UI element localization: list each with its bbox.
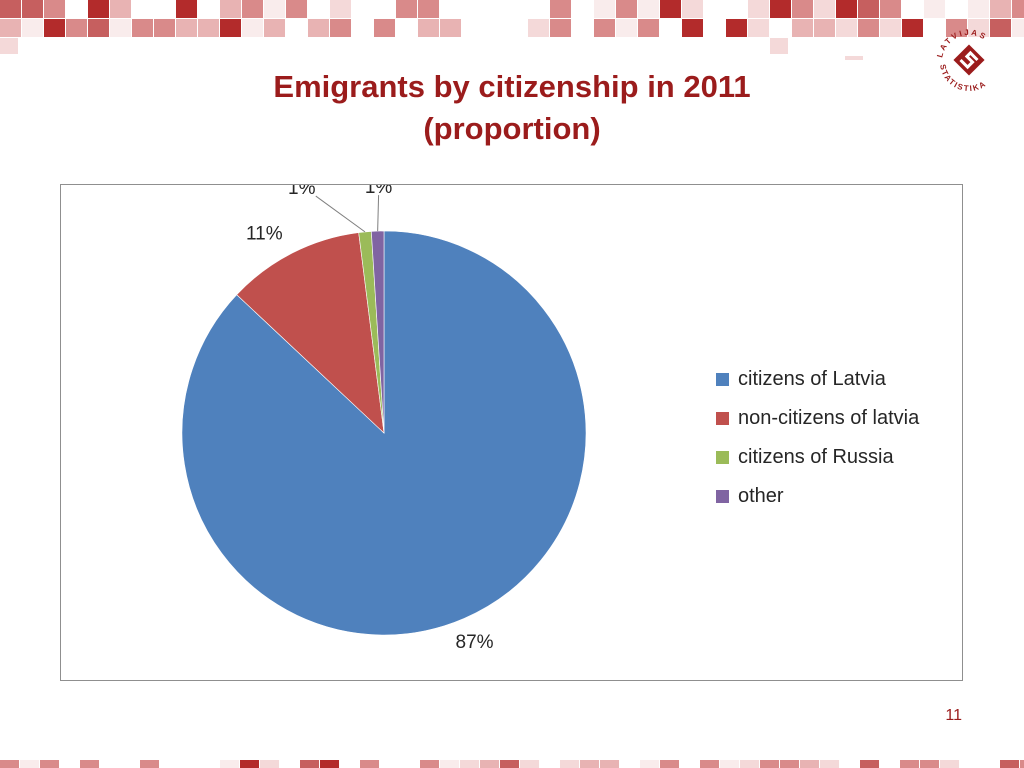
legend-item-citizens-of-russia: citizens of Russia [716,438,919,477]
data-label-non-citizens-of-latvia: 11% [246,223,283,244]
pie-chart: 87% 11% 1% 1% [181,185,587,653]
page-number: 11 [945,707,962,724]
chart-legend: citizens of Latvia non-citizens of latvia… [716,360,919,516]
legend-label: citizens of Latvia [738,368,886,390]
pie-slice-non-citizens-of-latvia [236,232,385,434]
slide-title-line-2: (proportion) [423,111,601,146]
slide-title: Emigrants by citizenship in 2011 (propor… [0,66,1024,150]
data-label-leader-line [377,195,380,232]
legend-label: other [738,485,784,507]
legend-swatch [716,373,729,386]
legend-item-citizens-of-latvia: citizens of Latvia [716,360,919,399]
pie-slice-other [370,230,385,434]
data-label-leader-line [315,195,366,233]
legend-label: non-citizens of latvia [738,407,920,429]
legend-label: citizens of Russia [738,446,894,468]
slide-title-line-1: Emigrants by citizenship in 2011 [273,69,751,104]
legend-item-non-citizens-of-latvia: non-citizens of latvia [716,399,919,438]
data-label-citizens-of-russia: 1% [288,185,316,199]
legend-swatch [716,451,729,464]
legend-item-other: other [716,477,919,516]
data-label-citizens-of-latvia: 87% [456,632,494,653]
decorative-header-pattern [0,0,1024,60]
decorative-footer-pattern [0,760,1024,768]
latvijas-statistika-logo: LATVIJAS STATISTIKA [935,28,986,93]
legend-swatch [716,412,729,425]
data-label-other: 1% [365,185,393,198]
legend-swatch [716,490,729,503]
pie-chart-area: 87% 11% 1% 1% citizens of Latvia non-citizen… [60,184,963,681]
